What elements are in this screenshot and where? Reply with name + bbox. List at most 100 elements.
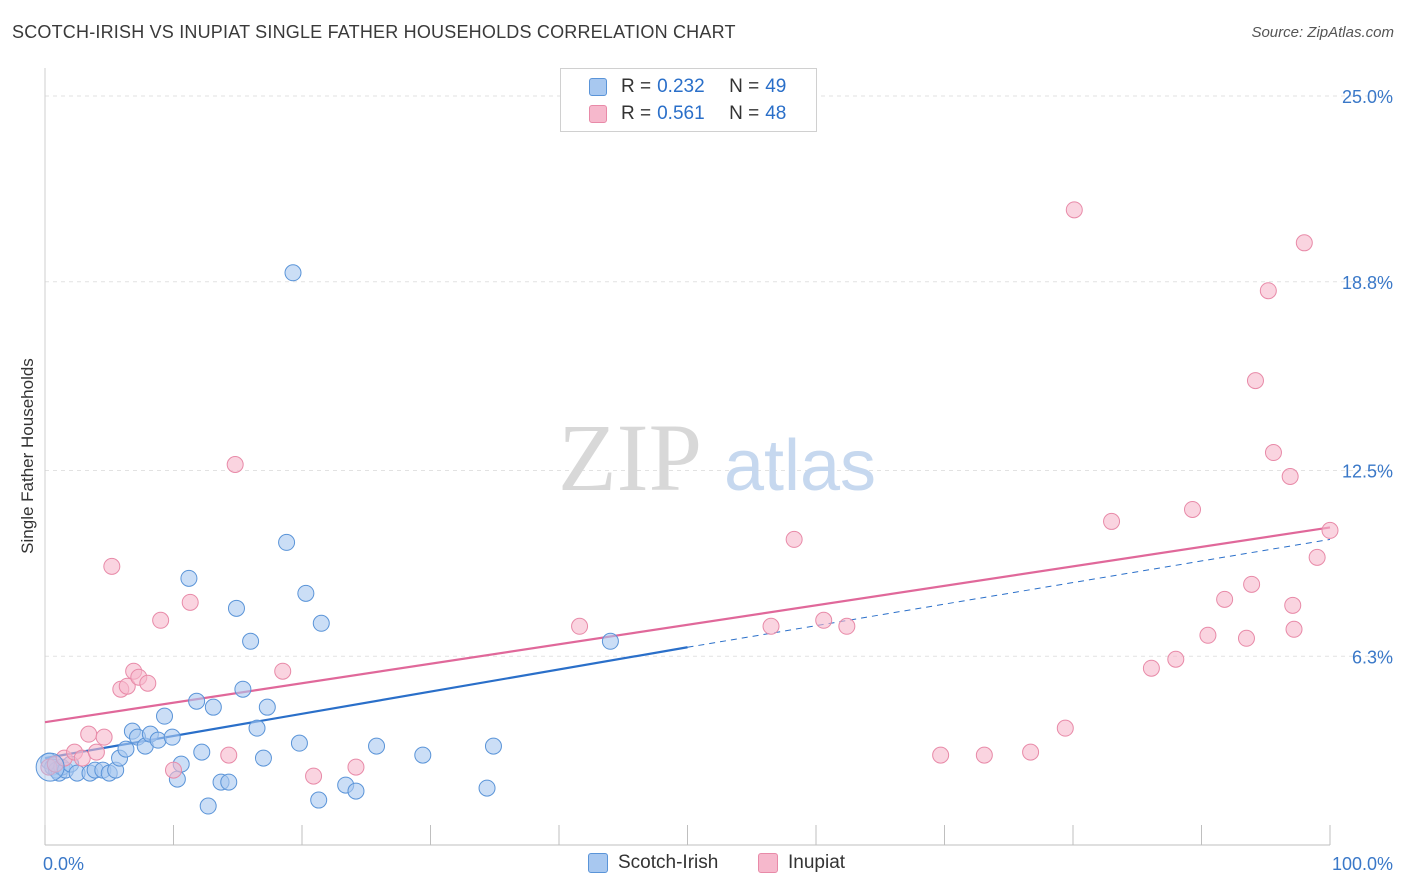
inupiat-point: [838, 617, 856, 635]
inupiat-point: [347, 758, 365, 776]
inupiat-point: [1022, 743, 1040, 761]
chart-title: SCOTCH-IRISH VS INUPIAT SINGLE FATHER HO…: [12, 22, 736, 42]
legend-row-inupiat: R = 0.561 N = 48: [589, 102, 786, 126]
inupiat-point: [1237, 629, 1255, 647]
scotch-irish-point: [478, 779, 496, 797]
inupiat-point: [1216, 590, 1234, 608]
scotch-irish-point: [601, 632, 619, 650]
grid-layer: [45, 95, 1392, 657]
scotch-irish-point: [484, 737, 502, 755]
legend-swatch-scotch-irish: [589, 78, 607, 96]
series-legend-inupiat[interactable]: Inupiat: [758, 852, 845, 874]
legend-n-value: 48: [765, 103, 787, 124]
trend-layer: [44, 526, 1331, 760]
y-tick-label: 25.0%: [1342, 87, 1393, 107]
inupiat-point: [1321, 521, 1339, 539]
series-name-inupiat: Inupiat: [788, 852, 846, 873]
inupiat-point: [87, 743, 105, 761]
y-tick-label: 12.5%: [1342, 462, 1393, 482]
scotch-irish-point: [156, 707, 174, 725]
y-tick-label: 6.3%: [1352, 647, 1393, 667]
scotch-irish-point: [254, 749, 272, 767]
y-tick-label: 18.8%: [1342, 273, 1393, 293]
y-axis-label: Single Father Households: [18, 358, 37, 554]
inupiat-point: [1056, 719, 1074, 737]
legend-r-label: R =: [621, 76, 652, 97]
series-legend-scotch-irish[interactable]: Scotch-Irish: [588, 852, 718, 874]
inupiat-point: [1199, 626, 1217, 644]
inupiat-point: [1259, 282, 1277, 300]
inupiat-point: [1142, 659, 1160, 677]
legend-r-value: 0.561: [657, 103, 705, 124]
legend-r-label: R =: [621, 103, 652, 124]
series-name-scotch-irish: Scotch-Irish: [618, 852, 719, 873]
scotch-irish-point: [278, 533, 296, 551]
inupiat-point: [1285, 620, 1303, 638]
scotch-irish-point: [199, 797, 217, 815]
scotch-irish-point: [310, 791, 328, 809]
legend-n-label: N =: [729, 76, 760, 97]
inupiat-point: [1167, 650, 1185, 668]
inupiat-point: [220, 746, 238, 764]
tick-label-layer: 6.3% 12.5% 18.8% 25.0% 0.0% 100.0%: [43, 87, 1393, 874]
inupiat-point: [226, 456, 244, 474]
scotch-irish-point: [188, 692, 206, 710]
series-swatch-scotch-irish: [588, 853, 608, 873]
scotch-irish-point: [180, 569, 198, 587]
inupiat-point: [1065, 201, 1083, 219]
inupiat-point: [1281, 467, 1299, 485]
axis-layer: [44, 68, 1331, 846]
scotch-irish-point: [220, 773, 238, 791]
scotch-irish-point: [227, 599, 245, 617]
inupiat-point: [274, 662, 292, 680]
inupiat-point: [1103, 512, 1121, 530]
scotch-irish-point: [248, 719, 266, 737]
inupiat-point: [73, 749, 91, 767]
scotch-irish-point: [297, 584, 315, 602]
scotch-irish-point: [312, 614, 330, 632]
inupiat-point: [1246, 372, 1264, 390]
inupiat-point: [1184, 500, 1202, 518]
scotch-irish-trendline-extension: [687, 538, 1331, 648]
watermark-atlas: atlas: [724, 426, 876, 506]
legend-row-scotch-irish: R = 0.232 N = 49: [589, 75, 786, 99]
scotch-irish-point: [290, 734, 308, 752]
watermark-zip: ZIP: [558, 404, 702, 511]
series-swatch-inupiat: [758, 853, 778, 873]
scotch-irish-point: [234, 680, 252, 698]
inupiat-point: [165, 761, 182, 779]
x-tick-label-min: 0.0%: [43, 854, 84, 874]
legend-n-label: N =: [729, 103, 760, 124]
inupiat-point: [785, 530, 803, 548]
inupiat-point: [152, 611, 170, 629]
scotch-irish-point: [193, 743, 211, 761]
inupiat-point: [932, 746, 950, 764]
inupiat-point: [95, 728, 113, 746]
scotch-irish-point: [117, 740, 135, 758]
inupiat-point: [1243, 575, 1261, 593]
inupiat-point: [975, 746, 993, 764]
inupiat-point: [1308, 548, 1326, 566]
series-legend: Scotch-Irish Inupiat: [0, 852, 1406, 878]
inupiat-point: [1295, 234, 1313, 252]
inupiat-point: [1284, 596, 1302, 614]
scotch-irish-point: [368, 737, 386, 755]
correlation-legend: R = 0.232 N = 49 R = 0.561 N = 48: [560, 68, 817, 132]
legend-swatch-inupiat: [589, 105, 607, 123]
inupiat-point: [762, 617, 780, 635]
x-tick-label-max: 100.0%: [1332, 854, 1393, 874]
scotch-irish-point: [284, 264, 302, 282]
scotch-irish-point: [414, 746, 432, 764]
scotch-irish-point: [35, 752, 65, 782]
inupiat-point: [103, 557, 121, 575]
inupiat-point: [118, 677, 136, 695]
inupiat-point: [571, 617, 589, 635]
inupiat-trendline: [44, 526, 1331, 724]
points-layer: [35, 201, 1339, 815]
inupiat-point: [80, 725, 98, 743]
scotch-irish-point: [204, 698, 222, 716]
inupiat-point: [1264, 444, 1282, 462]
scotch-irish-point: [149, 731, 167, 749]
watermark: ZIP atlas: [558, 404, 876, 511]
